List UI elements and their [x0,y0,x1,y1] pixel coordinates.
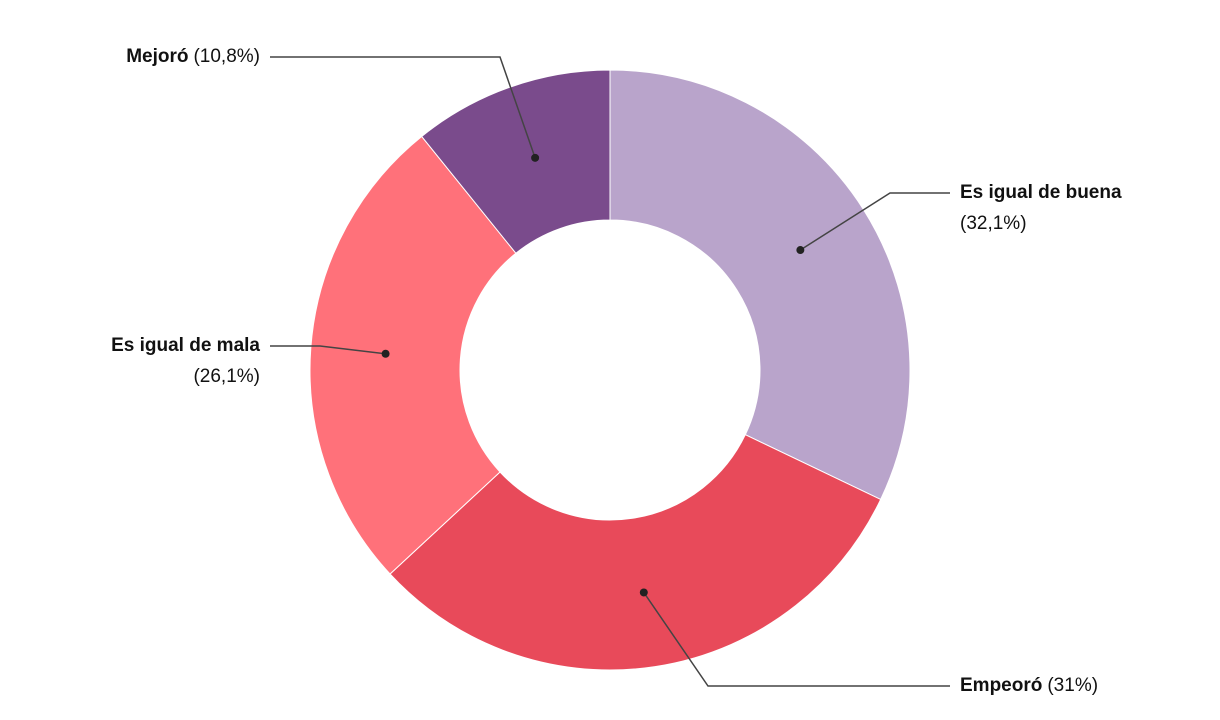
leader-line [270,345,386,355]
category-label: Es igual de buena [960,182,1122,203]
leader-line [799,192,950,251]
leader-dot [796,246,805,255]
leader-dot [639,588,648,597]
leader-dot [531,153,540,162]
slice-label: Empeoró (31%) [960,675,1098,696]
category-label: Empeoró [960,675,1042,696]
slice-label: Mejoró (10,8%) [126,46,260,67]
slice [309,135,517,575]
leader-line [270,56,536,159]
slice [420,69,611,254]
value-label: (32,1%) [960,213,1027,234]
category-label: Es igual de mala [111,335,260,356]
category-label: Mejoró [126,46,188,67]
slice [389,434,882,671]
leader-line [643,592,950,687]
value-label: (10,8%) [193,46,260,67]
leader-dot [381,349,390,358]
slice [609,69,911,501]
value-label: (26,1%) [193,366,260,387]
value-label: (31%) [1047,675,1098,696]
